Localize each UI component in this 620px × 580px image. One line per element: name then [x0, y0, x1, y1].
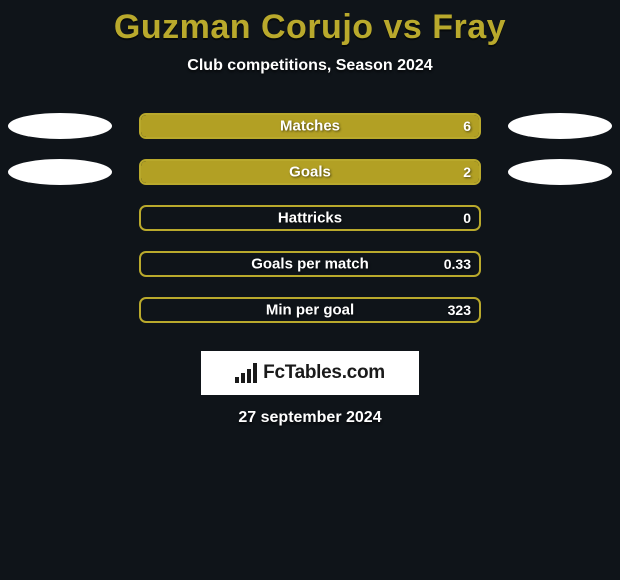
- chart-icon: [235, 363, 257, 383]
- stat-bar: Matches 6: [139, 113, 481, 139]
- stat-row: Goals 2: [0, 159, 620, 205]
- subtitle: Club competitions, Season 2024: [0, 57, 620, 75]
- page-title: Guzman Corujo vs Fray: [0, 8, 620, 47]
- left-ellipse: [8, 159, 112, 185]
- stat-value: 6: [463, 118, 471, 134]
- stat-bar: Hattricks 0: [139, 205, 481, 231]
- footer-date: 27 september 2024: [0, 409, 620, 427]
- stat-row: Min per goal 323: [0, 297, 620, 343]
- stat-row: Hattricks 0: [0, 205, 620, 251]
- stat-label: Goals per match: [251, 256, 369, 273]
- stat-value: 323: [448, 302, 471, 318]
- stat-row: Goals per match 0.33: [0, 251, 620, 297]
- right-ellipse: [508, 159, 612, 185]
- stat-label: Hattricks: [278, 210, 342, 227]
- stat-label: Goals: [289, 164, 331, 181]
- stat-value: 0.33: [444, 256, 471, 272]
- stats-rows: Matches 6 Goals 2 Hattricks 0: [0, 113, 620, 343]
- stat-value: 0: [463, 210, 471, 226]
- right-ellipse: [508, 113, 612, 139]
- footer-logo[interactable]: FcTables.com: [201, 351, 419, 395]
- stat-bar: Goals 2: [139, 159, 481, 185]
- stat-row: Matches 6: [0, 113, 620, 159]
- stat-bar: Goals per match 0.33: [139, 251, 481, 277]
- stat-value: 2: [463, 164, 471, 180]
- stat-label: Matches: [280, 118, 340, 135]
- stat-label: Min per goal: [266, 302, 354, 319]
- left-ellipse: [8, 113, 112, 139]
- stat-bar: Min per goal 323: [139, 297, 481, 323]
- logo-text: FcTables.com: [263, 362, 385, 384]
